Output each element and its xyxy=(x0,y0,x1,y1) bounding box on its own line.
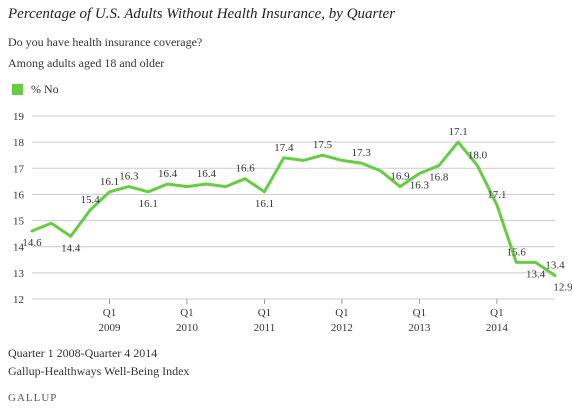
data-label: 14.4 xyxy=(61,242,81,254)
y-tick-label: 13 xyxy=(13,268,25,280)
y-tick-label: 12 xyxy=(13,294,24,306)
y-tick-label: 16 xyxy=(13,189,25,201)
data-label: 17.3 xyxy=(352,147,372,159)
data-label: 17.1 xyxy=(449,126,468,138)
legend-swatch xyxy=(12,84,23,95)
chart-subtitle-population: Among adults aged 18 and older xyxy=(8,56,165,70)
data-label: 16.4 xyxy=(158,168,178,180)
data-label: 13.4 xyxy=(545,259,565,271)
series-line-no-insurance xyxy=(30,140,557,277)
footnote-period: Quarter 1 2008-Quarter 4 2014 xyxy=(8,346,158,360)
x-tick-year: 2010 xyxy=(176,322,199,334)
data-label: 15.6 xyxy=(507,246,527,258)
y-tick-label: 17 xyxy=(13,163,25,175)
y-tick-label: 15 xyxy=(13,216,25,228)
data-label: 14.6 xyxy=(22,237,42,249)
data-label: 16.3 xyxy=(119,171,139,183)
data-labels: 14.6 14.415.416.1 16.316.116.4 16.4 16.616.1… xyxy=(22,126,572,293)
x-tick-year: 2011 xyxy=(254,322,276,334)
gridlines xyxy=(32,115,555,300)
y-tick-label: 19 xyxy=(13,111,25,123)
x-tick-quarter: Q1 xyxy=(180,307,193,319)
chart-subtitle-question: Do you have health insurance coverage? xyxy=(8,35,203,49)
x-tick-quarter: Q1 xyxy=(490,307,503,319)
data-label: 16.1 xyxy=(100,176,119,188)
data-label: 16.9 xyxy=(390,171,410,183)
x-axis-ticks: Q1 2009 Q1 2010 Q1 2011 Q1 2012 Q1 2013 Q1 2014 xyxy=(98,299,508,334)
data-label: 17.4 xyxy=(274,142,294,154)
y-axis-ticks: 12 13 14 15 16 17 18 19 xyxy=(13,111,25,306)
data-label: 16.8 xyxy=(429,172,449,184)
data-label: 16.3 xyxy=(410,180,430,192)
data-label: 16.4 xyxy=(197,168,217,180)
x-tick-year: 2012 xyxy=(331,322,353,334)
data-label: 16.1 xyxy=(139,198,158,210)
gallup-logo: GALLUP xyxy=(8,392,58,404)
x-tick-quarter: Q1 xyxy=(258,307,271,319)
data-label: 17.1 xyxy=(487,189,506,201)
data-label: 16.6 xyxy=(235,163,255,175)
footnote-source: Gallup-Healthways Well-Being Index xyxy=(8,364,190,378)
y-tick-label: 18 xyxy=(13,137,25,149)
x-tick-year: 2013 xyxy=(408,322,431,334)
y-tick-label: 14 xyxy=(13,242,25,254)
x-tick-quarter: Q1 xyxy=(413,307,426,319)
data-label: 18.0 xyxy=(468,150,488,162)
legend: % No xyxy=(12,82,59,97)
data-label: 13.4 xyxy=(526,268,546,280)
x-tick-quarter: Q1 xyxy=(103,307,116,319)
data-label: 17.5 xyxy=(313,139,333,151)
x-tick-quarter: Q1 xyxy=(335,307,348,319)
series-line-group xyxy=(30,140,557,277)
x-tick-year: 2014 xyxy=(486,322,509,334)
chart-title: Percentage of U.S. Adults Without Health… xyxy=(8,6,396,22)
data-label: 16.1 xyxy=(255,198,274,210)
legend-label: % No xyxy=(31,82,59,96)
x-tick-year: 2009 xyxy=(98,322,121,334)
data-label: 15.4 xyxy=(80,194,100,206)
data-label: 12.9 xyxy=(553,281,572,293)
